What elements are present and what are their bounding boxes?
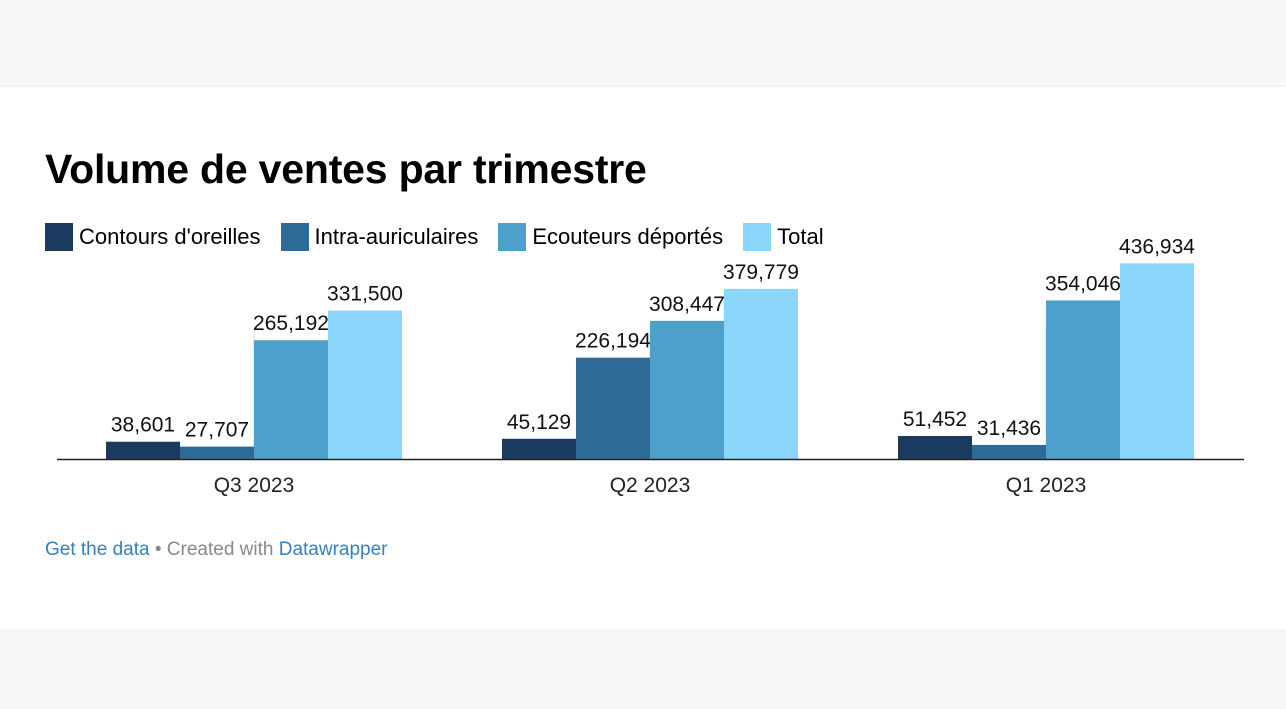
legend-item-intra: Intra-auriculaires — [280, 223, 479, 251]
legend-label: Ecouteurs déportés — [532, 224, 724, 249]
bar-value-label: 436,934 — [1119, 235, 1195, 258]
bar — [1046, 300, 1120, 459]
bar-value-label: 45,129 — [507, 411, 571, 434]
bar — [576, 357, 650, 459]
legend-swatch — [498, 223, 527, 251]
bar — [106, 441, 180, 459]
bar — [898, 435, 972, 459]
legend-item-ecouteurs: Ecouteurs déportés — [498, 223, 723, 251]
footer: Get the data • Created with Datawrapper — [45, 539, 388, 561]
bar — [254, 340, 328, 459]
get-data-link[interactable]: Get the data — [45, 539, 150, 560]
bar-chart: 38,601 45,129 51,452 27,707 226,194 31,436 265… — [57, 235, 1244, 497]
bar-value-label: 51,452 — [903, 408, 967, 431]
legend-label: Contours d'oreilles — [79, 224, 261, 249]
x-tick-label: Q3 2023 — [214, 474, 295, 497]
legend-swatch — [45, 223, 73, 251]
bar — [1120, 263, 1194, 459]
bar-value-label: 331,500 — [327, 283, 403, 306]
bar-value-label: 265,192 — [253, 312, 329, 335]
x-tick-label: Q2 2023 — [610, 474, 691, 497]
bar-value-label: 308,447 — [649, 293, 725, 316]
legend-label: Intra-auriculaires — [314, 224, 479, 249]
bar-value-label: 27,707 — [185, 419, 249, 442]
bar — [650, 320, 724, 459]
legend-item-contours: Contours d'oreilles — [45, 223, 261, 251]
bar — [180, 446, 254, 459]
bar — [724, 288, 798, 459]
legend: Contours d'oreilles Intra-auriculaires E… — [45, 223, 844, 251]
bar-value-label: 226,194 — [575, 330, 651, 353]
legend-swatch — [743, 223, 772, 251]
bar — [328, 310, 402, 459]
chart-title: Volume de ventes par trimestre — [45, 146, 647, 192]
bar-value-label: 38,601 — [111, 414, 175, 437]
x-tick-label: Q1 2023 — [1006, 474, 1087, 497]
legend-label: Total — [777, 224, 824, 249]
legend-item-total: Total — [743, 223, 824, 251]
bar — [972, 444, 1046, 459]
bar-value-label: 379,779 — [723, 261, 799, 284]
bar-value-label: 31,436 — [977, 417, 1041, 440]
legend-swatch — [280, 223, 309, 251]
bar-value-label: 354,046 — [1045, 272, 1121, 295]
footer-separator: • Created with — [149, 539, 279, 560]
chart-card: Volume de ventes par trimestre Contours … — [0, 87, 1286, 630]
bar — [502, 438, 576, 459]
datawrapper-link[interactable]: Datawrapper — [278, 539, 388, 560]
